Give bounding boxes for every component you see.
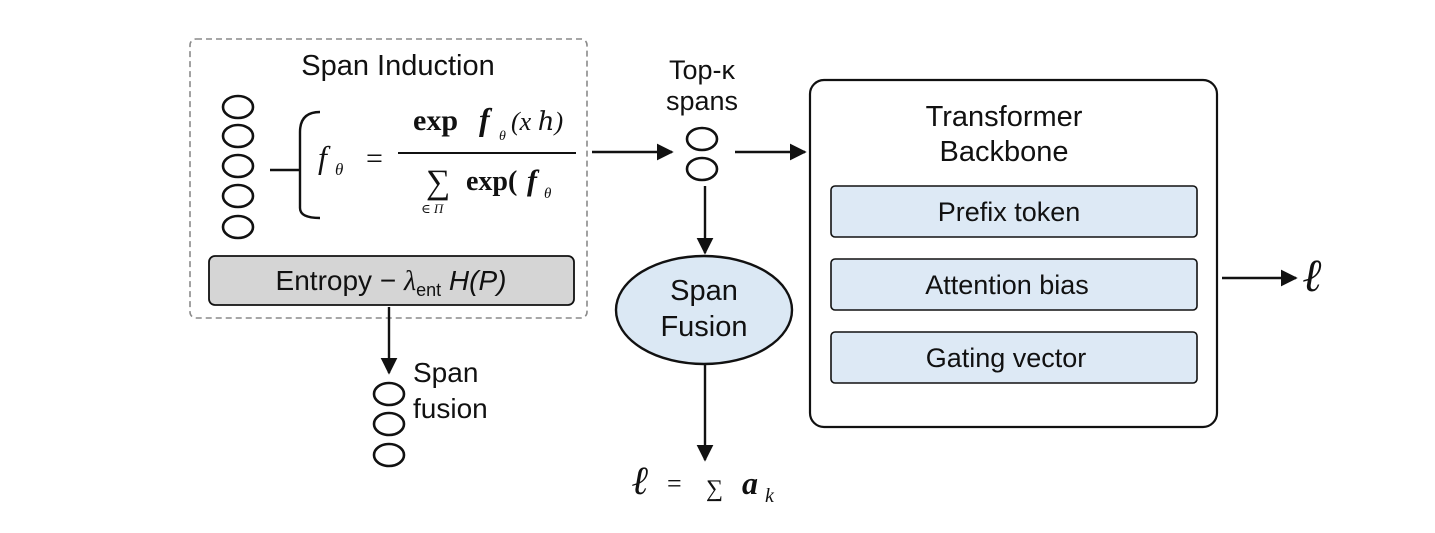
span-fusion-label-line1: Span (413, 357, 478, 388)
transformer-title-line1: Transformer (926, 101, 1083, 133)
svg-text:∑: ∑ (426, 164, 450, 201)
prefix-token-box (830, 185, 1198, 238)
svg-text:exp(: exp( (466, 166, 517, 197)
gating-vector-box (830, 331, 1198, 384)
transformer-title-line2: Backbone (940, 136, 1069, 168)
loss-equation: ℓ = ∑ a k (632, 458, 775, 507)
svg-text:a: a (742, 465, 758, 501)
span-induction-title: Span Induction (301, 50, 494, 82)
svg-text:f: f (318, 139, 331, 175)
softmax-formula: f θ = exp f θ (x ℎ) ∑ ∈ Π exp( f θ (318, 101, 576, 216)
entropy-label: Entropy − λent H(P) (276, 265, 507, 300)
span-fusion-node-line1: Span (670, 275, 738, 307)
fusion-node (372, 442, 406, 468)
svg-text:ℓ: ℓ (632, 458, 649, 503)
fusion-node (372, 381, 406, 407)
svg-text:f: f (527, 164, 540, 197)
attention-bias-box (830, 258, 1198, 311)
topk-label-line1: Top-κ (669, 55, 736, 85)
svg-text:∈ Π: ∈ Π (421, 201, 445, 216)
topk-label-line2: spans (666, 86, 738, 116)
span-fusion-stack (372, 381, 406, 468)
token-node (221, 94, 255, 120)
topk-node (685, 156, 719, 182)
entropy-box (208, 255, 575, 306)
svg-text:exp: exp (413, 104, 458, 137)
span-fusion-node (614, 254, 794, 366)
brace (270, 110, 321, 220)
token-node (221, 123, 255, 149)
svg-text:f: f (479, 101, 493, 137)
token-node (221, 153, 255, 179)
svg-text:θ: θ (544, 186, 552, 202)
token-node (221, 183, 255, 209)
gating-vector-label: Gating vector (926, 343, 1087, 373)
svg-text:θ: θ (499, 129, 506, 144)
span-fusion-label-line2: fusion (413, 393, 488, 424)
svg-text:∑: ∑ (706, 476, 723, 502)
svg-text:(x ℎ): (x ℎ) (511, 107, 563, 136)
svg-text:=: = (366, 142, 383, 175)
output-loss-symbol: ℓ (1303, 250, 1323, 301)
token-node (221, 214, 255, 240)
svg-text:=: = (667, 469, 682, 498)
token-stack (221, 94, 255, 240)
svg-text:k: k (765, 485, 775, 507)
prefix-token-label: Prefix token (938, 197, 1081, 227)
attention-bias-label: Attention bias (925, 270, 1089, 300)
span-fusion-node-line2: Fusion (660, 311, 747, 343)
fusion-node (372, 411, 406, 437)
svg-text:θ: θ (335, 160, 343, 179)
topk-node (685, 126, 719, 152)
